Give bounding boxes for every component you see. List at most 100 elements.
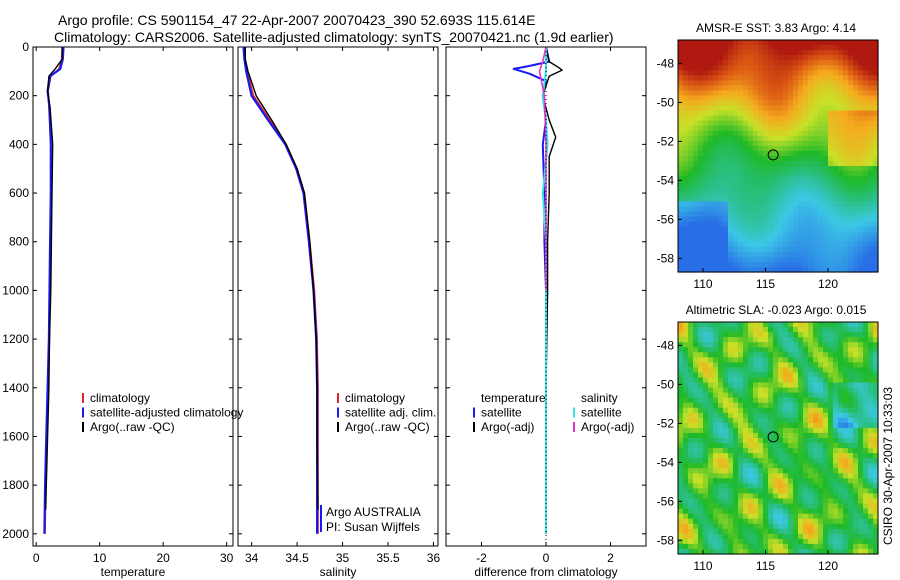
sst-map-cell: [743, 130, 749, 137]
sla-map-cell: [788, 538, 794, 545]
sla-map-cell: [813, 327, 819, 333]
sla-map-cell: [783, 448, 789, 454]
sla-map-cell: [778, 458, 784, 464]
sla-map-cell: [783, 503, 789, 510]
sla-map-cell: [848, 508, 854, 515]
sla-map-cell: [833, 533, 839, 540]
sst-map-cell: [708, 70, 714, 76]
sst-map-cell: [698, 181, 704, 187]
sst-map-cell: [783, 80, 789, 86]
sla-map-cell: [703, 538, 709, 545]
sst-map-cell: [678, 145, 684, 152]
sla-map-cell: [853, 327, 859, 333]
sst-map-cell: [718, 45, 724, 51]
sst-map-cell: [738, 176, 744, 182]
sla-map-cell: [768, 488, 774, 495]
sla-map-cell: [788, 352, 794, 358]
sla-map-cell: [808, 443, 814, 449]
sst-map-field: [678, 40, 879, 273]
sla-map-cell: [843, 513, 849, 520]
sst-map-cell: [738, 95, 744, 102]
sla-map-cell: [803, 518, 809, 525]
sla-map-cell: [853, 478, 859, 484]
sst-map-cell: [753, 221, 759, 228]
sst-map-cell: [723, 55, 729, 61]
sla-map-cell: [808, 543, 814, 550]
sst-map-cell: [763, 156, 769, 162]
sst-map-cell: [828, 181, 834, 187]
sla-map-cell: [748, 427, 754, 434]
sla-map-cell: [823, 377, 829, 384]
sst-map-cell: [708, 60, 714, 66]
sst-map-cell: [848, 171, 854, 177]
sla-map-cell: [818, 347, 824, 353]
sst-map-cell: [743, 181, 749, 187]
sst-map-cell: [723, 241, 729, 248]
sla-map-cell: [818, 337, 824, 343]
sst-map-cell: [808, 65, 814, 71]
sst-map-cell: [758, 266, 764, 273]
sst-map-cell: [748, 65, 754, 71]
sla-map-cell: [858, 533, 864, 540]
sst-map-cell: [833, 226, 839, 233]
sst-map-cell: [823, 166, 829, 172]
sla-map-cell: [703, 357, 709, 363]
sst-map-cell: [763, 85, 769, 92]
sla-map-cell: [728, 508, 734, 515]
sst-map-cell: [708, 115, 714, 122]
sst-map-cell: [783, 161, 789, 167]
sla-map-cell: [823, 372, 829, 379]
sla-map-cell: [863, 518, 869, 525]
sst-map-cell: [853, 256, 859, 263]
sla-map-cell: [718, 493, 724, 500]
sst-map-cell: [783, 85, 789, 92]
sla-map-cell: [693, 387, 699, 394]
sla-map-cell: [858, 407, 864, 414]
sla-map-cell: [698, 337, 704, 343]
sla-map-cell: [868, 548, 874, 555]
sst-map-cell: [763, 266, 769, 273]
sst-map-cell: [703, 40, 709, 46]
sla-map-cell: [688, 377, 694, 384]
sla-map-cell: [808, 528, 814, 535]
difference-salinity-legend-item: satellite: [581, 406, 622, 420]
sla-map-cell: [763, 382, 769, 389]
sst-map-cell: [813, 236, 819, 243]
sla-map-cell: [728, 543, 734, 550]
sst-map-cell: [868, 80, 874, 86]
sla-map-cell: [738, 543, 744, 550]
sst-map-cell: [833, 186, 839, 192]
sst-map-cell: [773, 176, 779, 182]
sst-map-cell: [678, 166, 684, 172]
sst-map-cell: [778, 196, 784, 202]
sst-map-cell: [838, 231, 844, 238]
sla-map-cell: [723, 427, 729, 434]
sst-map-cell: [773, 236, 779, 243]
sla-map-cell: [828, 493, 834, 500]
sst-map-cell: [778, 191, 784, 197]
sst-map-cell: [853, 226, 859, 233]
sst-map-cell: [873, 90, 879, 97]
sst-map-cell: [813, 171, 819, 177]
sla-map-cell: [728, 357, 734, 363]
sst-map-cell: [783, 171, 789, 177]
sla-map-cell: [733, 367, 739, 374]
sst-map-cell: [753, 145, 759, 152]
sla-map-cell: [718, 533, 724, 540]
sla-map-cell: [708, 382, 714, 389]
sla-map-cell: [848, 543, 854, 550]
sla-map-cell: [693, 513, 699, 520]
sst-map-cell: [868, 110, 874, 117]
sla-map-cell: [713, 422, 719, 429]
sla-map-cell: [753, 422, 759, 429]
sla-map-cell: [798, 533, 804, 540]
sst-map-cell: [813, 45, 819, 51]
sla-map-cell: [728, 407, 734, 414]
sst-map-cell: [828, 130, 834, 137]
sla-map-cell: [808, 407, 814, 414]
sst-map-cell: [863, 130, 869, 137]
sla-map-cell: [803, 458, 809, 464]
sla-map-cell: [758, 362, 764, 368]
sla-map-cell: [683, 372, 689, 379]
sla-map-cell: [848, 427, 854, 434]
